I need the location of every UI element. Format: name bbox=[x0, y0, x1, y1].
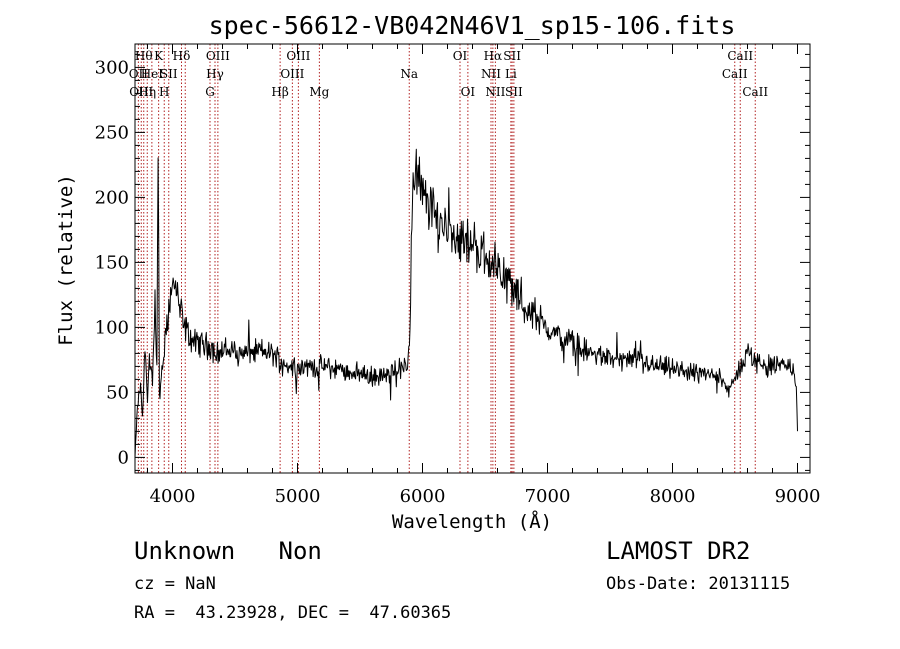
y-tick-label: 100 bbox=[95, 317, 129, 338]
x-tick-label: 9000 bbox=[775, 486, 821, 507]
spectral-line-label: Hα bbox=[484, 49, 503, 63]
spectral-line-label: OIII bbox=[206, 49, 230, 63]
redshift-text: cz = NaN bbox=[134, 574, 216, 594]
obs-date-text: Obs-Date: 20131115 bbox=[606, 574, 791, 594]
spectral-line-label: Hδ bbox=[173, 49, 191, 63]
y-tick-label: 50 bbox=[106, 382, 129, 403]
spectral-line-labels: OIIOIIIHθHηHeIKHSIIHδGHγOIIIHβOIIIOIIIMg… bbox=[129, 49, 769, 99]
spectral-line-label: HeI bbox=[141, 67, 164, 81]
y-tick-label: 0 bbox=[118, 447, 129, 468]
x-tick-label: 6000 bbox=[400, 486, 446, 507]
x-axis-ticks: 4000 5000 6000 7000 8000 9000 bbox=[147, 44, 821, 507]
x-tick-label: 7000 bbox=[525, 486, 571, 507]
x-axis-label: Wavelength (Å) bbox=[392, 510, 552, 533]
spectral-line-label: H bbox=[159, 85, 169, 99]
spectral-line-label: CaII bbox=[722, 67, 748, 81]
y-tick-label: 250 bbox=[95, 122, 129, 143]
spectral-line-label: SII bbox=[505, 85, 523, 99]
spectral-line-label: CaII bbox=[727, 49, 753, 63]
spectral-line-label: OII bbox=[129, 67, 149, 81]
spectral-line-label: SII bbox=[160, 67, 178, 81]
x-tick-label: 4000 bbox=[150, 486, 196, 507]
spectral-line-label: OI bbox=[461, 85, 476, 99]
spectral-line-label: Mg bbox=[309, 85, 329, 99]
spectral-line-label: Hθ bbox=[135, 49, 153, 63]
y-tick-label: 200 bbox=[95, 187, 129, 208]
chart-title: spec-56612-VB042N46V1_sp15-106.fits bbox=[209, 11, 736, 40]
coordinates-text: RA = 43.23928, DEC = 47.60365 bbox=[134, 603, 452, 623]
spectral-line-label: Li bbox=[505, 67, 517, 81]
y-tick-label: 300 bbox=[95, 57, 129, 78]
spectral-line-label: Hη bbox=[138, 85, 156, 99]
spectral-line-label: SII bbox=[503, 49, 521, 63]
survey-release-text: LAMOST DR2 bbox=[606, 537, 751, 565]
object-class-text: Unknown Non bbox=[134, 537, 322, 565]
spectral-line-label: NII bbox=[481, 67, 501, 81]
x-tick-label: 8000 bbox=[650, 486, 696, 507]
y-axis-label: Flux (relative) bbox=[55, 174, 77, 346]
spectral-line-label: CaII bbox=[742, 85, 768, 99]
spectral-line-markers bbox=[137, 44, 756, 473]
spectral-line-label: K bbox=[154, 49, 164, 63]
y-tick-label: 150 bbox=[95, 252, 129, 273]
spectral-line-label: G bbox=[205, 85, 215, 99]
spectral-line-label: Hγ bbox=[206, 67, 224, 81]
spectrum-series-line bbox=[134, 148, 798, 458]
x-tick-label: 5000 bbox=[275, 486, 321, 507]
spectral-line-label: NII bbox=[485, 85, 505, 99]
spectral-line-label: OIII bbox=[286, 49, 310, 63]
spectral-line-label: OIII bbox=[280, 67, 304, 81]
spectral-line-label: Hβ bbox=[271, 85, 288, 99]
plot-frame bbox=[134, 43, 811, 474]
spectral-line-label: OI bbox=[453, 49, 468, 63]
spectral-line-label: Na bbox=[400, 67, 418, 81]
y-axis-ticks: 0 50 100 150 200 250 300 bbox=[95, 53, 810, 471]
